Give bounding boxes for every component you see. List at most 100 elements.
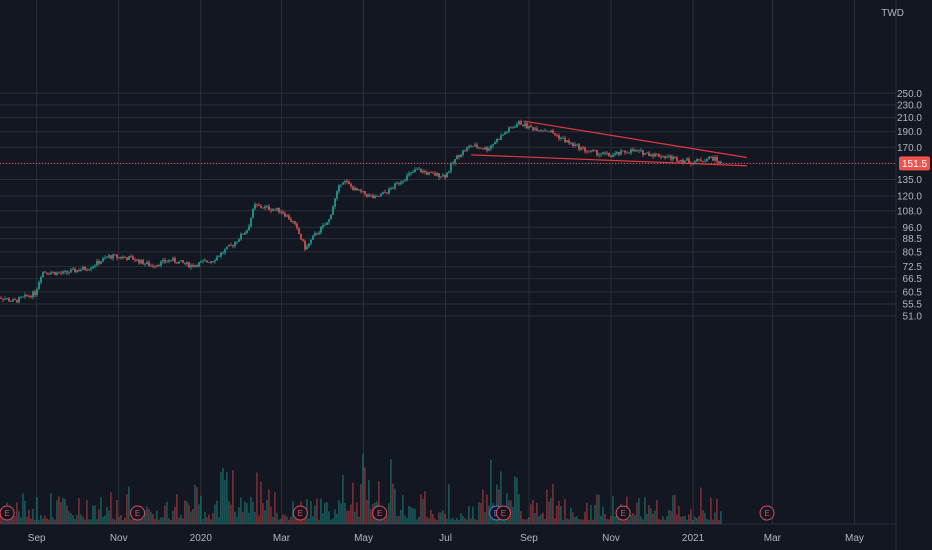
volume-bar: [638, 498, 640, 524]
x-tick-label: Sep: [28, 533, 46, 544]
volume-bar: [290, 516, 292, 524]
volume-bar: [564, 499, 566, 524]
candle-body: [178, 261, 180, 264]
candle-body: [322, 225, 324, 228]
volume-bar: [438, 512, 440, 524]
volume-bar: [286, 516, 288, 524]
volume-bar: [396, 516, 398, 524]
volume-bar: [324, 502, 326, 524]
volume-bar: [646, 513, 648, 524]
volume-bar: [154, 518, 156, 524]
volume-bar: [454, 519, 456, 524]
volume-bar: [136, 518, 138, 524]
candle-body: [132, 256, 134, 260]
volume-bar: [422, 498, 424, 524]
candle-body: [292, 221, 294, 223]
volume-bar: [354, 511, 356, 524]
candle-body: [228, 244, 230, 247]
candle-body: [678, 161, 680, 162]
volume-bar: [40, 515, 42, 524]
y-axis[interactable]: TWD 51.055.560.5 66.572.5 80.5 88.596.0 108.…: [881, 8, 922, 322]
candle-body: [88, 269, 90, 271]
volume-bar: [64, 498, 66, 524]
volume-bar: [214, 504, 216, 524]
candle-body: [534, 128, 536, 130]
volume-bar: [610, 516, 612, 524]
candle-body: [154, 266, 156, 268]
volume-bar: [218, 516, 220, 524]
candle-body: [252, 208, 254, 218]
candle-body: [680, 159, 682, 162]
volume-bar: [650, 508, 652, 524]
volume-bar: [700, 487, 702, 524]
x-axis[interactable]: Sep Nov 2020 Mar May Jul Sep Nov 2021 Mar May: [28, 533, 864, 544]
volume-bar: [338, 500, 340, 524]
candle-body: [424, 171, 426, 173]
candle-body: [558, 135, 560, 139]
volume-bar: [702, 510, 704, 524]
candle-body: [442, 174, 444, 177]
trendline-upper: [523, 120, 747, 159]
candle-body: [316, 233, 318, 235]
candle-body: [484, 147, 486, 150]
candle-body: [76, 270, 78, 273]
candle-body: [126, 257, 128, 260]
volume-bar: [254, 511, 256, 524]
volume-bar: [644, 497, 646, 524]
candle-body: [270, 209, 272, 211]
candle-body: [650, 154, 652, 156]
y-tick-label: 250.0: [897, 89, 922, 100]
volume-bar: [74, 519, 76, 524]
candle-body: [290, 219, 292, 222]
candle-body: [610, 155, 612, 158]
volume-bar: [516, 477, 518, 524]
volume-bar: [668, 509, 670, 524]
volume-bar: [654, 510, 656, 524]
candle-body: [352, 186, 354, 191]
volume-bar: [242, 511, 244, 524]
volume-bar: [174, 506, 176, 524]
volume-bar: [384, 515, 386, 524]
candle-body: [16, 299, 18, 303]
volume-bar: [688, 514, 690, 524]
candle-body: [376, 195, 378, 197]
volume-bar: [580, 519, 582, 524]
candle-body: [562, 137, 564, 139]
candle-body: [156, 264, 158, 267]
volume-bar: [182, 518, 184, 524]
volume-bar: [684, 515, 686, 524]
candle-body: [130, 256, 132, 257]
candle-body: [146, 262, 148, 264]
volume-bar: [260, 481, 262, 524]
candle-body: [244, 232, 246, 235]
event-marker-earnings: [372, 505, 388, 521]
x-tick-label: Nov: [602, 533, 620, 544]
candle-body: [28, 296, 30, 297]
volume-bar: [676, 514, 678, 524]
volume-bar: [488, 505, 490, 524]
candle-body: [142, 259, 144, 265]
candle-body: [524, 123, 526, 126]
candle-body: [388, 188, 390, 194]
candle-body: [116, 254, 118, 258]
candle-body: [30, 296, 32, 298]
volume-bar: [274, 492, 276, 524]
candle-body: [52, 271, 54, 273]
candle-body: [408, 173, 410, 176]
volume-bar: [674, 494, 676, 524]
candle-body: [362, 191, 364, 192]
volume-bar: [368, 480, 370, 524]
volume-bar: [538, 516, 540, 524]
volume-bar: [264, 510, 266, 524]
volume-bar: [670, 510, 672, 524]
candle-body: [450, 163, 452, 172]
candle-body: [598, 154, 600, 156]
candle-body: [410, 172, 412, 174]
event-marker-earnings: [292, 505, 308, 521]
candle-body: [370, 194, 372, 196]
candle-body: [572, 142, 574, 147]
volume-bar: [20, 517, 22, 524]
candle-body: [350, 183, 352, 187]
